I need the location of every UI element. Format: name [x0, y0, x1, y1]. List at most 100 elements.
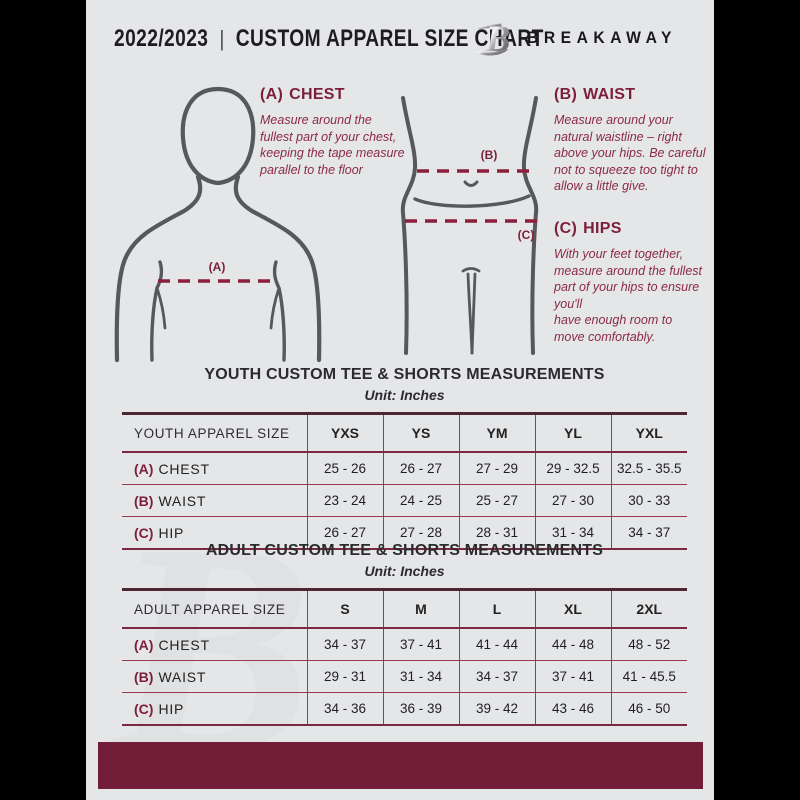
waist-heading: (B) WAIST	[554, 86, 636, 103]
row-label: (C) HIP	[134, 700, 185, 717]
value-cell: 48 - 52	[610, 628, 687, 661]
header-year: 2022/2023	[114, 25, 209, 52]
row-label: (B) WAIST	[134, 668, 207, 685]
adult-size-table: ADULT APPAREL SIZE S M L XL 2XL (A) CHEST…	[122, 588, 687, 726]
table-row: (C) HIP 34 - 36 36 - 39 39 - 42 43 - 46 4…	[122, 692, 687, 725]
table-row: (A) CHEST 34 - 37 37 - 41 41 - 44 44 - 48…	[122, 628, 687, 661]
size-header: YS	[382, 413, 459, 452]
table-row: (C) HIP 26 - 27 27 - 28 28 - 31 31 - 34 3…	[122, 516, 687, 549]
value-cell: 27 - 30	[534, 484, 611, 517]
logo-top-bar	[478, 23, 502, 29]
value-cell: 46 - 50	[610, 692, 687, 725]
value-cell: 31 - 34	[382, 660, 459, 693]
size-header: L	[458, 589, 535, 628]
hips-heading: (C) HIPS	[554, 220, 622, 237]
value-cell: 30 - 33	[610, 484, 687, 517]
size-label-header: YOUTH APPAREL SIZE	[134, 425, 290, 441]
waist-hip-figure-illustration: (B) (C)	[400, 96, 541, 355]
row-label: (A) CHEST	[134, 460, 210, 477]
size-header: YL	[534, 413, 611, 452]
value-cell: 26 - 27	[382, 452, 459, 485]
adult-section-title: ADULT CUSTOM TEE & SHORTS MEASUREMENTS	[205, 542, 604, 559]
value-cell: 39 - 42	[458, 692, 535, 725]
chest-measure-block: (A) CHEST Measure around the fullest part…	[260, 86, 406, 178]
youth-section-title: YOUTH CUSTOM TEE & SHORTS MEASUREMENTS	[204, 366, 605, 383]
value-cell: 37 - 41	[534, 660, 611, 693]
table-row: (A) CHEST 25 - 26 26 - 27 27 - 29 29 - 32…	[122, 452, 687, 485]
value-cell: 32.5 - 35.5	[610, 452, 687, 485]
adult-section: ADULT CUSTOM TEE & SHORTS MEASUREMENTS U…	[122, 542, 687, 726]
logo-swoosh	[476, 47, 508, 56]
youth-unit-label: Unit: Inches	[364, 387, 445, 403]
size-header: M	[382, 589, 459, 628]
header-divider: |	[219, 26, 225, 51]
value-cell: 34 - 37	[458, 660, 535, 693]
size-chart-page: 2022/2023 | CUSTOM APPAREL SIZE CHART B …	[86, 0, 714, 800]
row-label: (A) CHEST	[134, 636, 210, 653]
navel-mark	[463, 180, 479, 187]
chest-marker-label: (A)	[209, 260, 226, 274]
table-header-row: YOUTH APPAREL SIZE YXS YS YM YL YXL	[122, 413, 687, 452]
value-cell: 34 - 37	[610, 516, 687, 549]
value-cell: 41 - 45.5	[610, 660, 687, 693]
head-outline	[180, 86, 256, 186]
value-cell: 34 - 37	[306, 628, 383, 661]
value-cell: 29 - 31	[306, 660, 383, 693]
footer-bar	[98, 742, 703, 789]
value-cell: 24 - 25	[382, 484, 459, 517]
crotch-curve	[461, 267, 481, 273]
table-row: (B) WAIST 29 - 31 31 - 34 34 - 37 37 - 41…	[122, 660, 687, 693]
right-armpit-line	[272, 260, 286, 362]
right-armpit-fork	[269, 286, 281, 330]
size-header: S	[306, 589, 383, 628]
value-cell: 27 - 29	[458, 452, 535, 485]
youth-section: YOUTH CUSTOM TEE & SHORTS MEASUREMENTS U…	[122, 366, 687, 550]
breakaway-logo-icon: B	[476, 18, 510, 59]
value-cell: 27 - 28	[382, 516, 459, 549]
waist-description: Measure around your natural waistline – …	[554, 113, 706, 193]
page-title: CUSTOM APPAREL SIZE CHART	[235, 25, 544, 52]
hips-description: With your feet together, measure around …	[554, 247, 703, 344]
value-cell: 25 - 27	[458, 484, 535, 517]
value-cell: 43 - 46	[534, 692, 611, 725]
waistline-curve	[413, 194, 531, 208]
waist-marker-label: (B)	[481, 148, 498, 162]
header: 2022/2023 | CUSTOM APPAREL SIZE CHART	[114, 25, 544, 53]
value-cell: 34 - 36	[306, 692, 383, 725]
adult-unit-label: Unit: Inches	[364, 563, 445, 579]
value-cell: 26 - 27	[306, 516, 383, 549]
waist-measure-block: (B) WAIST Measure around your natural wai…	[554, 86, 706, 195]
value-cell: 31 - 34	[534, 516, 611, 549]
logo-letter: B	[485, 18, 510, 59]
value-cell: 41 - 44	[458, 628, 535, 661]
value-cell: 28 - 31	[458, 516, 535, 549]
size-label-header: ADULT APPAREL SIZE	[134, 601, 286, 617]
table-row: (B) WAIST 23 - 24 24 - 25 25 - 27 27 - 30…	[122, 484, 687, 517]
left-armpit-fork	[155, 286, 167, 330]
brand-name: BREAKAWAY	[527, 28, 677, 47]
row-label: (C) HIP	[134, 524, 185, 541]
value-cell: 25 - 26	[306, 452, 383, 485]
chest-figure-illustration: (A)	[114, 86, 322, 363]
left-armpit-line	[150, 260, 164, 362]
right-inner-leg-line	[470, 272, 477, 355]
row-label: (B) WAIST	[134, 492, 207, 509]
value-cell: 44 - 48	[534, 628, 611, 661]
hips-measure-block: (C) HIPS With your feet together, measure…	[554, 220, 706, 345]
left-torso-leg-outline	[400, 96, 418, 355]
size-header: YXL	[610, 413, 687, 452]
size-header: 2XL	[610, 589, 687, 628]
chest-description: Measure around the fullest part of your …	[260, 113, 405, 177]
brand-lockup: B BREAKAWAY	[473, 16, 690, 60]
value-cell: 36 - 39	[382, 692, 459, 725]
right-shoulder-arm-line	[233, 174, 322, 363]
size-header: YM	[458, 413, 535, 452]
value-cell: 29 - 32.5	[534, 452, 611, 485]
table-header-row: ADULT APPAREL SIZE S M L XL 2XL	[122, 589, 687, 628]
left-shoulder-arm-line	[114, 174, 203, 363]
hip-marker-label: (C)	[518, 228, 535, 242]
size-header: YXS	[306, 413, 383, 452]
value-cell: 23 - 24	[306, 484, 383, 517]
size-header: XL	[534, 589, 611, 628]
right-torso-leg-outline	[521, 96, 539, 355]
